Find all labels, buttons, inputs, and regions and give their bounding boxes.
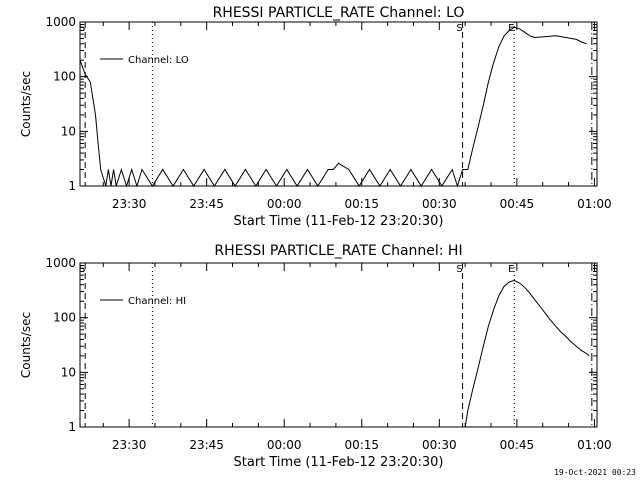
event-marker-label: S bbox=[456, 264, 462, 275]
y-tick-label: 100 bbox=[53, 70, 76, 84]
x-tick-label: 01:00 bbox=[577, 197, 612, 211]
x-tick-label: 23:30 bbox=[112, 438, 147, 452]
event-marker-label: S bbox=[79, 264, 85, 275]
y-tick-label: 1000 bbox=[45, 256, 76, 270]
x-axis-label: Start Time (11-Feb-12 23:20:30) bbox=[234, 214, 444, 229]
y-tick-label: 1 bbox=[68, 179, 76, 193]
series-line bbox=[464, 279, 590, 428]
y-axis-label: Counts/sec bbox=[19, 312, 33, 378]
y-tick-label: 1000 bbox=[45, 15, 76, 29]
event-marker-label: E bbox=[508, 264, 514, 275]
x-tick-label: 00:00 bbox=[267, 438, 302, 452]
y-tick-label: 100 bbox=[53, 311, 76, 325]
x-tick-label: 00:15 bbox=[344, 197, 379, 211]
x-tick-label: 23:45 bbox=[189, 197, 224, 211]
x-tick-label: 00:45 bbox=[500, 438, 535, 452]
x-tick-label: 00:00 bbox=[267, 197, 302, 211]
footer-timestamp: 19-Oct-2021 00:23 bbox=[554, 468, 636, 477]
y-axis-label: Counts/sec bbox=[19, 71, 33, 137]
x-tick-label: 23:45 bbox=[189, 438, 224, 452]
y-tick-label: 10 bbox=[61, 124, 76, 138]
y-tick-label: 1 bbox=[68, 420, 76, 434]
chart-title: RHESSI PARTICLE_RATE Channel: HI bbox=[214, 243, 462, 259]
x-tick-label: 01:00 bbox=[577, 438, 612, 452]
x-tick-label: 23:30 bbox=[112, 197, 147, 211]
x-tick-label: 00:15 bbox=[344, 438, 379, 452]
plot-frame bbox=[79, 262, 598, 428]
plot-frame bbox=[79, 21, 598, 187]
chart-title: RHESSI PARTICLE_RATE Channel: LO bbox=[213, 5, 465, 21]
x-tick-label: 00:45 bbox=[500, 197, 535, 211]
event-marker-label: S bbox=[456, 23, 462, 34]
legend-label: Channel: HI bbox=[128, 296, 186, 307]
x-axis-label: Start Time (11-Feb-12 23:20:30) bbox=[234, 455, 444, 470]
y-tick-label: 10 bbox=[61, 365, 76, 379]
event-marker-label: S bbox=[79, 23, 85, 34]
x-tick-label: 00:30 bbox=[422, 197, 457, 211]
event-marker-label: E bbox=[508, 23, 514, 34]
x-tick-label: 00:30 bbox=[422, 438, 457, 452]
legend-label: Channel: LO bbox=[128, 55, 189, 66]
series-line bbox=[79, 26, 587, 188]
